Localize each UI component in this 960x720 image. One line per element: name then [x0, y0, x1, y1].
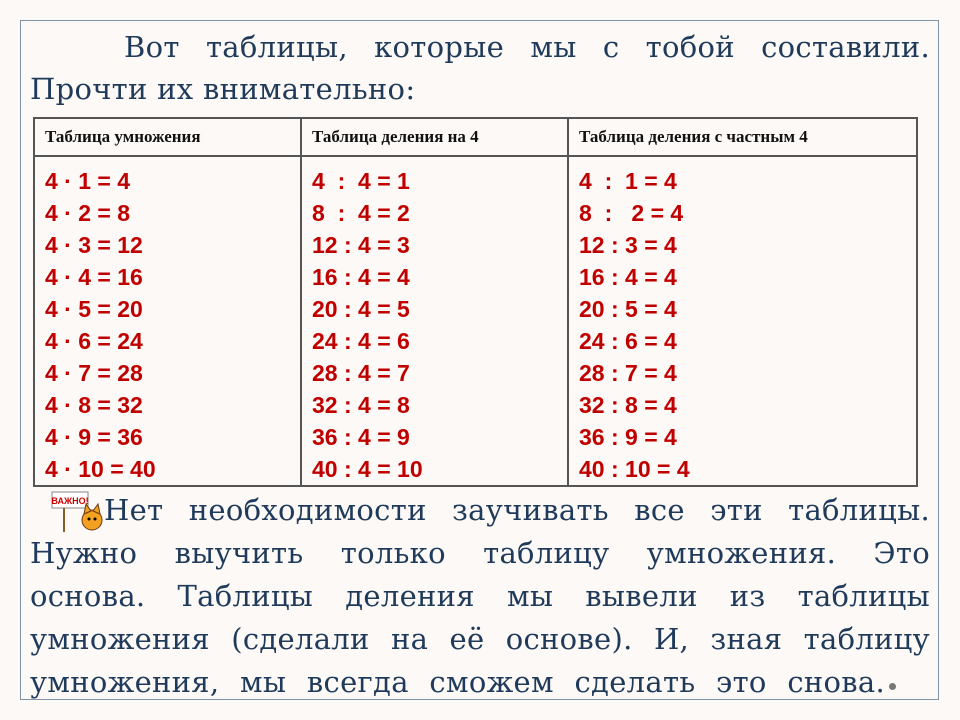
sign-text: ВАЖНО!: [51, 496, 88, 506]
bullet-dot: [889, 683, 896, 690]
equation: 24 : 4 = 6: [312, 328, 410, 354]
equation: 28 : 7 = 4: [579, 360, 677, 386]
header-multiplication: Таблица умножения: [33, 117, 302, 157]
equation: 20 : 5 = 4: [579, 296, 677, 322]
equation: 4 · 8 = 32: [45, 392, 143, 418]
equation: 36 : 9 = 4: [579, 424, 677, 450]
equation: 12 : 3 = 4: [579, 232, 677, 258]
division-column: 4 : 4 = 1 8 : 4 = 2 12 : 4 = 3 16 : 4 = 4 20…: [300, 155, 569, 487]
header-division-by-4: Таблица деления на 4: [300, 117, 569, 157]
equation: 4 · 10 = 40: [45, 456, 156, 482]
note-line-2: Нужно выучить только таблицу умножения. …: [30, 536, 930, 570]
important-cat-icon: ВАЖНО!: [51, 491, 103, 532]
equation: 4 · 2 = 8: [45, 200, 131, 226]
equation: 16 : 4 = 4: [312, 264, 410, 290]
equation: 4 : 4 = 1: [312, 168, 410, 194]
quotient-column: 4 : 1 = 4 8 : 2 = 4 12 : 3 = 4 16 : 4 = 4 20…: [567, 155, 918, 487]
note-line-4: умножения (сделали на её основе). И, зна…: [30, 622, 930, 656]
equation: 40 : 10 = 4: [579, 456, 690, 482]
equation: 4 · 7 = 28: [45, 360, 143, 386]
equation: 16 : 4 = 4: [579, 264, 677, 290]
note-line-1: Нет необходимости заучивать все эти табл…: [104, 493, 930, 527]
equation: 32 : 8 = 4: [579, 392, 677, 418]
tables-grid: Таблица умножения Таблица деления на 4 Т…: [33, 117, 918, 487]
equation: 40 : 4 = 10: [312, 456, 423, 482]
equation: 4 · 1 = 4: [45, 168, 131, 194]
equation: 4 · 5 = 20: [45, 296, 143, 322]
equation: 20 : 4 = 5: [312, 296, 410, 322]
header-division-quotient-4: Таблица деления с частным 4: [567, 117, 918, 157]
equation: 4 · 6 = 24: [45, 328, 143, 354]
equation: 4 · 3 = 12: [45, 232, 143, 258]
note-line-5: умножения, мы всегда сможем сделать это …: [30, 665, 885, 699]
note-line-3: основа. Таблицы деления мы вывели из таб…: [30, 579, 930, 613]
equation: 4 · 9 = 36: [45, 424, 143, 450]
equation: 4 : 1 = 4: [579, 168, 677, 194]
equation: 8 : 4 = 2: [312, 200, 410, 226]
equation: 24 : 6 = 4: [579, 328, 677, 354]
slide-frame: [20, 20, 939, 700]
equation: 28 : 4 = 7: [312, 360, 410, 386]
equation: 8 : 2 = 4: [579, 200, 684, 226]
multiplication-column: 4 · 1 = 4 4 · 2 = 8 4 · 3 = 12 4 · 4 = 16 4 …: [33, 155, 302, 487]
equation: 12 : 4 = 3: [312, 232, 410, 258]
equation: 32 : 4 = 8: [312, 392, 410, 418]
equation: 4 · 4 = 16: [45, 264, 143, 290]
equation: 36 : 4 = 9: [312, 424, 410, 450]
intro-line-1: Вот таблицы, которые мы с тобой составил…: [124, 30, 930, 64]
intro-line-2: Прочти их внимательно:: [30, 72, 416, 106]
